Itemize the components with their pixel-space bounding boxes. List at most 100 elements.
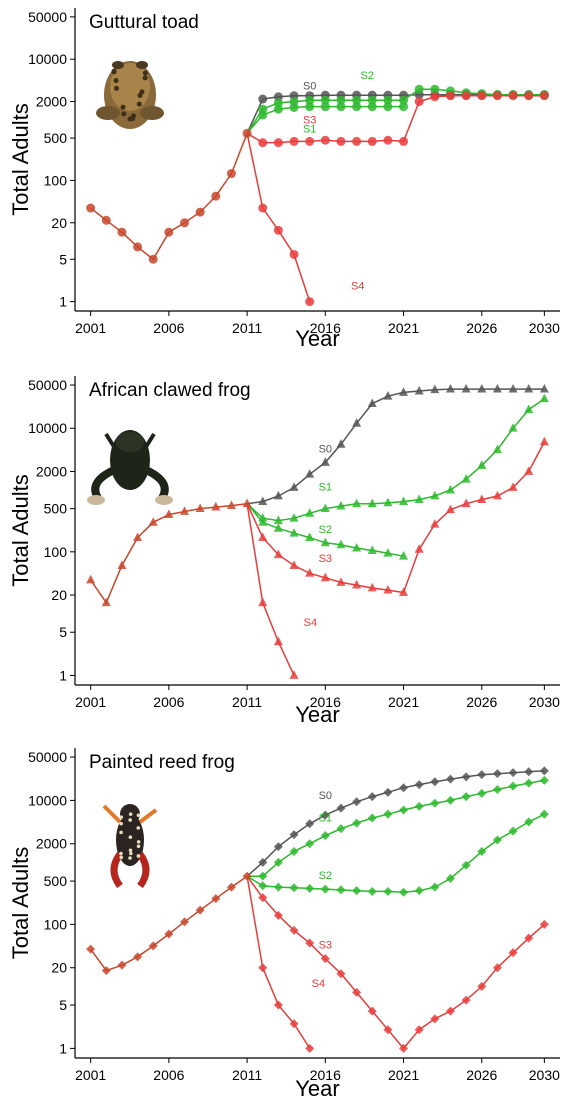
historical-point [242,871,252,881]
series-label-s3: S3 [303,114,316,126]
data-point-s1 [399,496,409,506]
data-point-s2 [352,542,362,552]
y-tick-label: 100 [44,916,68,932]
x-tick-label: 2026 [466,694,497,710]
data-point-s2 [289,528,299,537]
series-line-s1 [246,398,545,522]
data-point-s3 [414,1025,424,1035]
frog-foot-left [87,495,105,505]
data-point-s0 [445,383,455,393]
series-line-s4 [246,876,311,1049]
data-point-s3 [273,910,283,920]
data-point-s2 [320,95,330,105]
toad-spot [113,78,119,84]
data-point-s2 [367,886,377,896]
reedfrog-spot [136,826,141,830]
y-tick-label: 5 [59,997,67,1013]
historical-point [195,905,205,915]
y-tick-label: 5 [59,251,67,267]
data-point-s1 [414,801,424,811]
data-point-s1 [320,102,330,112]
data-point-s0 [289,482,299,491]
data-point-s3 [352,987,362,997]
data-point-s3 [383,1025,393,1035]
toad-spot [120,104,126,110]
x-tick-label: 2016 [310,694,341,710]
data-point-s3 [383,135,393,145]
data-point-s4 [273,636,283,646]
data-point-s2 [289,97,299,107]
data-point-s3 [524,466,534,475]
data-point-s2 [305,95,315,105]
x-tick-label: 2026 [466,320,497,336]
data-point-s0 [273,842,283,852]
series-line-s3 [246,441,546,594]
reedfrog-spot [136,854,141,858]
data-point-s2 [383,95,393,105]
data-point-s0 [367,398,377,408]
series-line-s4 [246,133,311,302]
data-point-s3 [414,97,424,107]
data-point-s2 [320,537,330,547]
reedfrog-spot [129,851,133,856]
data-point-s2 [367,545,377,554]
data-point-s1 [367,102,377,112]
historical-point [101,215,111,225]
data-point-s2 [336,885,346,895]
toad-eye-right [136,61,148,69]
data-point-s2 [414,84,424,94]
historical-point [242,128,252,138]
data-point-s1 [539,393,549,403]
reedfrog-spot [128,835,133,839]
toad-spot [121,111,127,117]
data-point-s0 [430,777,440,787]
data-point-s1 [539,775,549,785]
toad-spot [142,70,148,76]
series-label-s4: S4 [351,281,364,293]
data-point-s2 [414,886,424,896]
painted-reed-frog-photo [102,804,158,889]
reedfrog-spot [136,840,141,844]
data-point-s2 [383,886,393,896]
data-point-s3 [320,572,330,582]
data-point-s3 [367,582,377,592]
reedfrog-leg-right [137,851,150,889]
data-point-s3 [492,490,502,500]
data-point-s1 [461,474,471,483]
data-point-s1 [508,781,518,791]
historical-point [195,207,205,217]
data-point-s4 [289,249,299,259]
data-point-s3 [258,532,268,542]
x-tick-label: 2021 [388,694,419,710]
data-point-s0 [492,383,502,393]
data-point-s3 [430,519,440,528]
data-point-s3 [258,893,268,903]
data-point-s3 [508,482,518,491]
data-point-s2 [508,826,518,836]
data-point-s1 [320,503,330,513]
data-point-s0 [414,780,424,790]
series-label-s2: S2 [319,870,332,882]
y-tick-label: 100 [44,172,68,188]
data-point-s0 [289,830,299,840]
y-tick-label: 10000 [28,792,67,808]
data-point-s2 [524,817,534,827]
historical-point [101,597,111,607]
x-tick-label: 2021 [388,1067,419,1083]
data-point-s1 [336,824,346,834]
historical-point [164,929,174,939]
historical-point [86,203,96,213]
toad-spot [130,116,136,122]
data-point-s0 [477,383,487,393]
data-point-s2 [258,104,268,114]
data-point-s0 [508,383,518,393]
data-point-s0 [336,803,346,813]
data-point-s0 [461,383,471,393]
data-point-s3 [305,136,315,146]
reedfrog-spot [119,815,124,819]
data-point-s3 [399,587,409,596]
series-label-s2: S2 [360,70,373,82]
historical-point [133,242,143,252]
data-point-s3 [430,1014,440,1024]
x-tick-label: 2006 [153,1067,184,1083]
